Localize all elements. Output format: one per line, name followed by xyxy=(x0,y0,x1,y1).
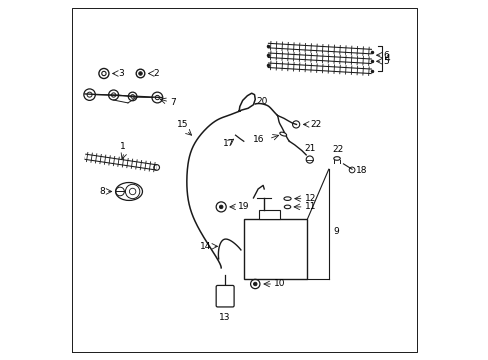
Text: 6: 6 xyxy=(383,51,388,60)
Ellipse shape xyxy=(115,183,142,201)
Text: 20: 20 xyxy=(256,97,267,106)
Text: 3: 3 xyxy=(118,69,124,78)
Text: 22: 22 xyxy=(332,145,344,154)
Text: 5: 5 xyxy=(383,57,388,66)
Text: 12: 12 xyxy=(304,194,315,203)
Text: 11: 11 xyxy=(304,202,316,211)
Bar xyxy=(244,220,306,279)
Text: 15: 15 xyxy=(176,120,188,129)
Text: 9: 9 xyxy=(332,226,338,235)
Ellipse shape xyxy=(284,197,290,201)
Ellipse shape xyxy=(333,157,340,160)
Circle shape xyxy=(253,282,257,286)
Text: 16: 16 xyxy=(252,135,264,144)
Text: 17: 17 xyxy=(222,139,234,148)
Text: 2: 2 xyxy=(153,69,159,78)
Ellipse shape xyxy=(279,132,286,136)
Text: 18: 18 xyxy=(355,166,366,175)
Text: 10: 10 xyxy=(274,279,285,288)
Text: 14: 14 xyxy=(200,242,211,251)
Text: 4: 4 xyxy=(384,54,389,63)
Ellipse shape xyxy=(284,205,290,209)
Circle shape xyxy=(139,72,142,75)
Text: 13: 13 xyxy=(219,313,230,322)
Text: 1: 1 xyxy=(120,141,126,150)
Bar xyxy=(258,211,280,220)
Text: 8: 8 xyxy=(99,187,104,196)
Text: 21: 21 xyxy=(304,144,315,153)
Circle shape xyxy=(219,205,223,209)
FancyBboxPatch shape xyxy=(216,285,234,307)
Text: 22: 22 xyxy=(309,120,321,129)
Text: 19: 19 xyxy=(238,202,249,211)
Text: 7: 7 xyxy=(170,98,176,107)
